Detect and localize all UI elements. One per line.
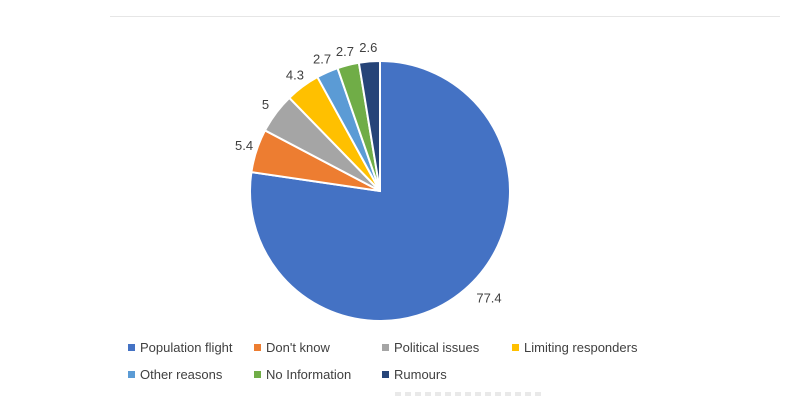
legend-swatch-no-information (254, 371, 261, 378)
bottom-faint-line (395, 392, 545, 396)
data-label-rumours: 2.6 (359, 40, 377, 55)
legend-label-limiting-responders: Limiting responders (524, 340, 638, 355)
legend-label-rumours: Rumours (394, 367, 447, 382)
pie-slice-rumours (357, 59, 381, 192)
data-label-limiting-responders: 4.3 (286, 67, 304, 82)
data-label-population-flight: 77.4 (476, 290, 501, 305)
legend-swatch-rumours (382, 371, 389, 378)
top-divider (110, 16, 780, 17)
data-label-political-issues: 5 (262, 97, 269, 112)
legend-label-other-reasons: Other reasons (140, 367, 223, 382)
legend-swatch-population-flight (128, 344, 135, 351)
legend-label-political-issues: Political issues (394, 340, 480, 355)
legend-row-2: Other reasons No Information Rumours (128, 361, 688, 388)
data-label-no-information: 2.7 (336, 44, 354, 59)
legend-item-dont-know: Don't know (254, 340, 382, 355)
legend-item-other-reasons: Other reasons (128, 367, 254, 382)
legend-item-population-flight: Population flight (128, 340, 254, 355)
legend-row-1: Population flight Don't know Political i… (128, 334, 688, 361)
data-label-don-t-know: 5.4 (235, 138, 253, 153)
legend-swatch-dont-know (254, 344, 261, 351)
legend-swatch-limiting-responders (512, 344, 519, 351)
pie-slice-population-flight (249, 59, 511, 322)
legend-item-no-information: No Information (254, 367, 382, 382)
legend-label-dont-know: Don't know (266, 340, 330, 355)
legend-label-population-flight: Population flight (140, 340, 233, 355)
legend-swatch-political-issues (382, 344, 389, 351)
legend-item-limiting-responders: Limiting responders (512, 340, 638, 355)
legend-item-rumours: Rumours (382, 367, 512, 382)
data-label-other-reasons: 2.7 (313, 52, 331, 67)
legend-label-no-information: No Information (266, 367, 352, 382)
legend: Population flight Don't know Political i… (128, 334, 688, 388)
legend-swatch-other-reasons (128, 371, 135, 378)
legend-item-political-issues: Political issues (382, 340, 512, 355)
